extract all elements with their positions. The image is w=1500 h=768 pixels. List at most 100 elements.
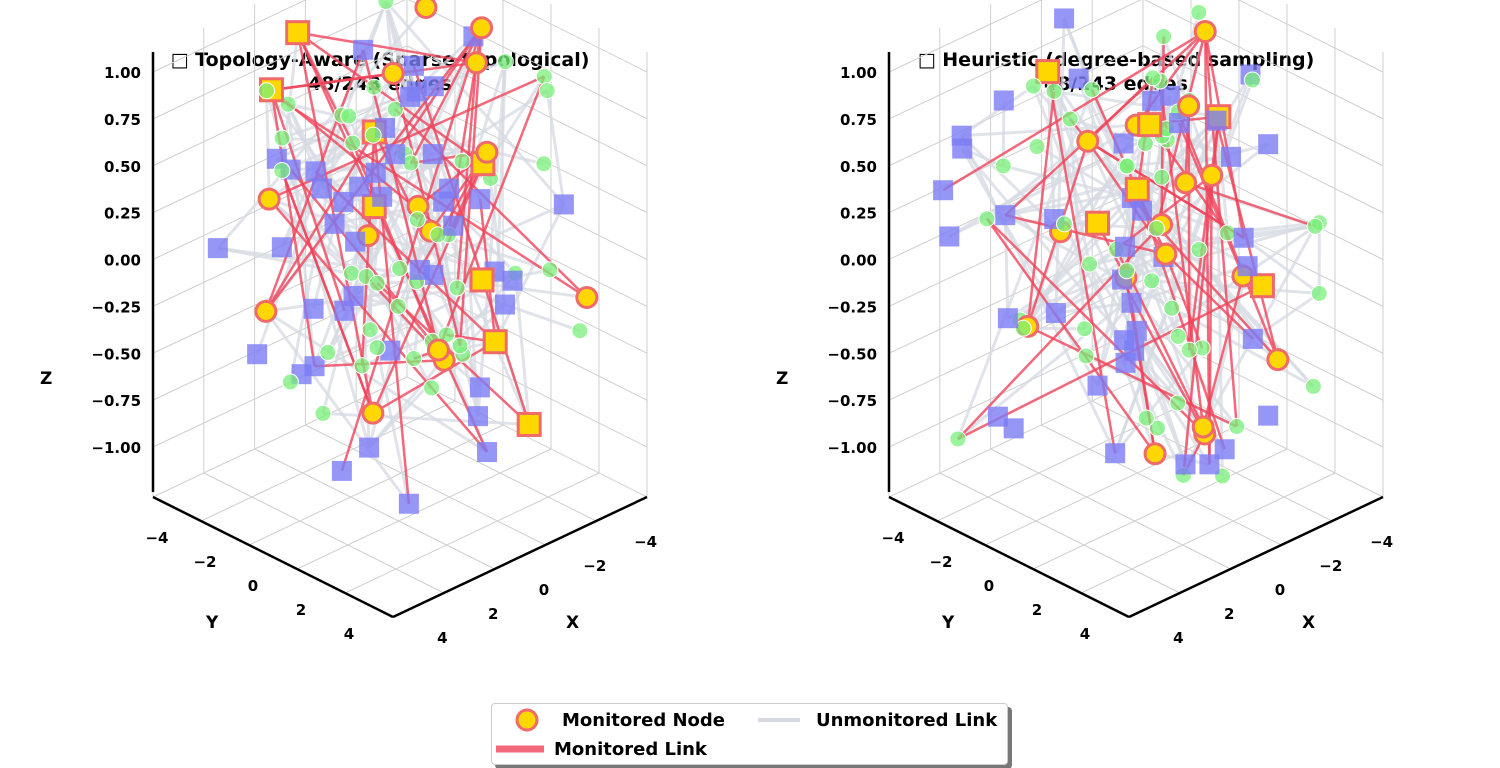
node — [404, 56, 424, 76]
legend-label-monitored-link: Monitored Link — [554, 739, 707, 760]
node — [304, 299, 324, 319]
node — [1191, 242, 1207, 258]
y-tick-label: −4 — [145, 529, 168, 547]
node — [1154, 169, 1170, 185]
monitored-node — [287, 22, 309, 44]
axes-group: −4−2024−4−2024−1.00−0.75−0.50−0.250.000.… — [776, 0, 1393, 647]
node — [362, 322, 378, 338]
right-3d-axes[interactable]: −4−2024−4−2024−1.00−0.75−0.50−0.250.000.… — [746, 0, 1486, 690]
node — [259, 83, 275, 99]
monitored-node — [1126, 178, 1148, 200]
node — [542, 262, 558, 278]
x-tick-label: 0 — [1275, 581, 1285, 599]
legend-label-unmonitored-link: Unmonitored Link — [816, 710, 997, 731]
node — [539, 83, 555, 99]
node — [1181, 342, 1197, 358]
legend-item-monitored-node: Monitored Node — [502, 705, 725, 735]
node — [332, 461, 352, 481]
node — [1175, 454, 1195, 474]
node — [1238, 256, 1258, 276]
monitored-node — [1193, 417, 1213, 437]
node — [1137, 136, 1153, 152]
node — [1148, 220, 1164, 236]
y-axis-label: Y — [205, 613, 219, 633]
legend-label-monitored-node: Monitored Node — [562, 710, 725, 731]
node — [369, 275, 385, 291]
legend-item-monitored-link: Monitored Link — [494, 734, 707, 764]
node — [1029, 139, 1045, 155]
monitored-node — [1268, 350, 1288, 370]
node — [452, 338, 468, 354]
node — [1221, 147, 1241, 167]
monitored-node — [1145, 444, 1165, 464]
node — [406, 351, 422, 367]
node — [1234, 228, 1254, 248]
y-tick-label: 0 — [248, 577, 258, 595]
legend-item-unmonitored-link: Unmonitored Link — [756, 705, 997, 735]
node — [274, 163, 290, 179]
node — [998, 308, 1018, 328]
z-tick-label: −0.25 — [827, 298, 877, 316]
node — [390, 298, 406, 314]
monitored-node — [518, 413, 540, 435]
left-3d-axes[interactable]: −4−2024−4−2024−1.00−0.75−0.50−0.250.000.… — [10, 0, 750, 690]
z-tick-label: 0.25 — [840, 205, 877, 223]
z-tick-label: 0.50 — [840, 158, 877, 176]
x-tick-label: −2 — [1319, 557, 1342, 575]
node — [247, 344, 267, 364]
node — [333, 192, 353, 212]
node — [1206, 111, 1226, 131]
node — [470, 189, 490, 209]
x-tick-label: 4 — [437, 629, 447, 647]
node — [315, 405, 331, 421]
node — [1025, 78, 1041, 94]
node — [306, 161, 326, 181]
node — [1082, 256, 1098, 272]
node — [1142, 91, 1162, 111]
node — [1138, 410, 1154, 426]
node — [933, 180, 953, 200]
node — [468, 406, 488, 426]
z-tick-label: −0.75 — [91, 392, 141, 410]
monitored-node — [259, 189, 279, 209]
monitored-node — [1156, 244, 1176, 264]
node — [1119, 158, 1135, 174]
node — [399, 494, 419, 514]
monitored-node — [472, 18, 492, 38]
node — [454, 153, 470, 169]
monitored-node — [577, 288, 597, 308]
y-tick-label: 0 — [984, 577, 994, 595]
node — [366, 163, 386, 183]
node — [1229, 418, 1245, 434]
right-plot-panel: □ Heuristic (degree-based sampling) 48/2… — [746, 0, 1486, 690]
node — [366, 79, 382, 95]
monitored-node — [1037, 61, 1059, 83]
y-tick-label: −2 — [193, 553, 216, 571]
node — [1258, 406, 1278, 426]
node — [369, 340, 385, 356]
node — [1114, 330, 1134, 350]
monitored-node — [1179, 96, 1199, 116]
x-tick-label: −2 — [583, 557, 606, 575]
node — [1105, 443, 1125, 463]
node — [272, 237, 292, 257]
node — [1062, 111, 1078, 127]
node — [939, 226, 959, 246]
node — [1046, 303, 1066, 323]
node — [1144, 273, 1160, 289]
z-tick-label: −0.50 — [827, 345, 877, 363]
monitored-link-line-icon — [494, 734, 550, 764]
node — [433, 192, 453, 212]
x-tick-label: 2 — [1224, 605, 1234, 623]
node — [1170, 395, 1186, 411]
x-tick-label: 4 — [1173, 629, 1183, 647]
node — [400, 87, 420, 107]
z-tick-label: −0.75 — [827, 392, 877, 410]
monitored-node — [1078, 131, 1098, 151]
y-tick-label: 4 — [344, 625, 354, 643]
node — [392, 261, 408, 277]
node — [1122, 293, 1142, 313]
z-tick-label: 0.75 — [104, 111, 141, 129]
node — [979, 211, 995, 227]
node — [988, 407, 1008, 427]
